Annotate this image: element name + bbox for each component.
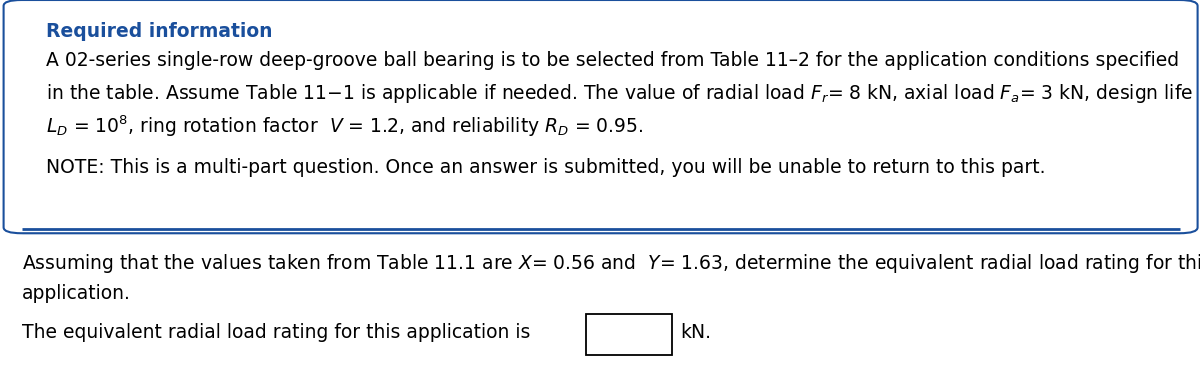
Bar <box>586 314 672 355</box>
Text: application.: application. <box>22 284 131 303</box>
Text: A 02-series single-row deep-groove ball bearing is to be selected from Table 11–: A 02-series single-row deep-groove ball … <box>46 51 1178 70</box>
Text: Assuming that the values taken from Table 11.1 are $\mathit{X}$= 0.56 and  $\mat: Assuming that the values taken from Tabl… <box>22 252 1200 275</box>
Text: in the table. Assume Table 11$\mathsf{-}$1 is applicable if needed. The value of: in the table. Assume Table 11$\mathsf{-}… <box>46 82 1193 105</box>
Text: $\mathit{L}_{\mathit{D}}$ = 10$^{8}$, ring rotation factor  $\mathit{V}$ = 1.2, : $\mathit{L}_{\mathit{D}}$ = 10$^{8}$, ri… <box>46 114 643 139</box>
Text: kN.: kN. <box>680 323 712 342</box>
Text: NOTE: This is a multi-part question. Once an answer is submitted, you will be un: NOTE: This is a multi-part question. Onc… <box>46 158 1045 176</box>
Text: Required information: Required information <box>46 22 272 40</box>
FancyBboxPatch shape <box>4 0 1198 233</box>
Text: The equivalent radial load rating for this application is: The equivalent radial load rating for th… <box>22 323 530 342</box>
